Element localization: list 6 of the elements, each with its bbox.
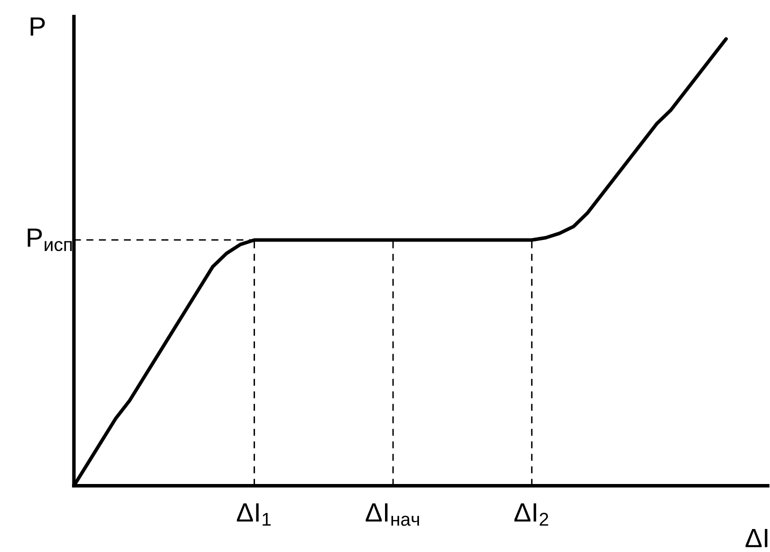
ref-line-label: P$_{исп}$: [28, 228, 72, 252]
x-tick-label: ΔI$_{1}$: [236, 503, 271, 526]
x-tick-label: ΔI$_{2}$: [514, 503, 548, 526]
y-axis-title: P: [30, 18, 45, 36]
x-axis-title: ΔI: [746, 528, 768, 548]
x-tick-label: ΔI$_{нач}$: [366, 503, 419, 526]
